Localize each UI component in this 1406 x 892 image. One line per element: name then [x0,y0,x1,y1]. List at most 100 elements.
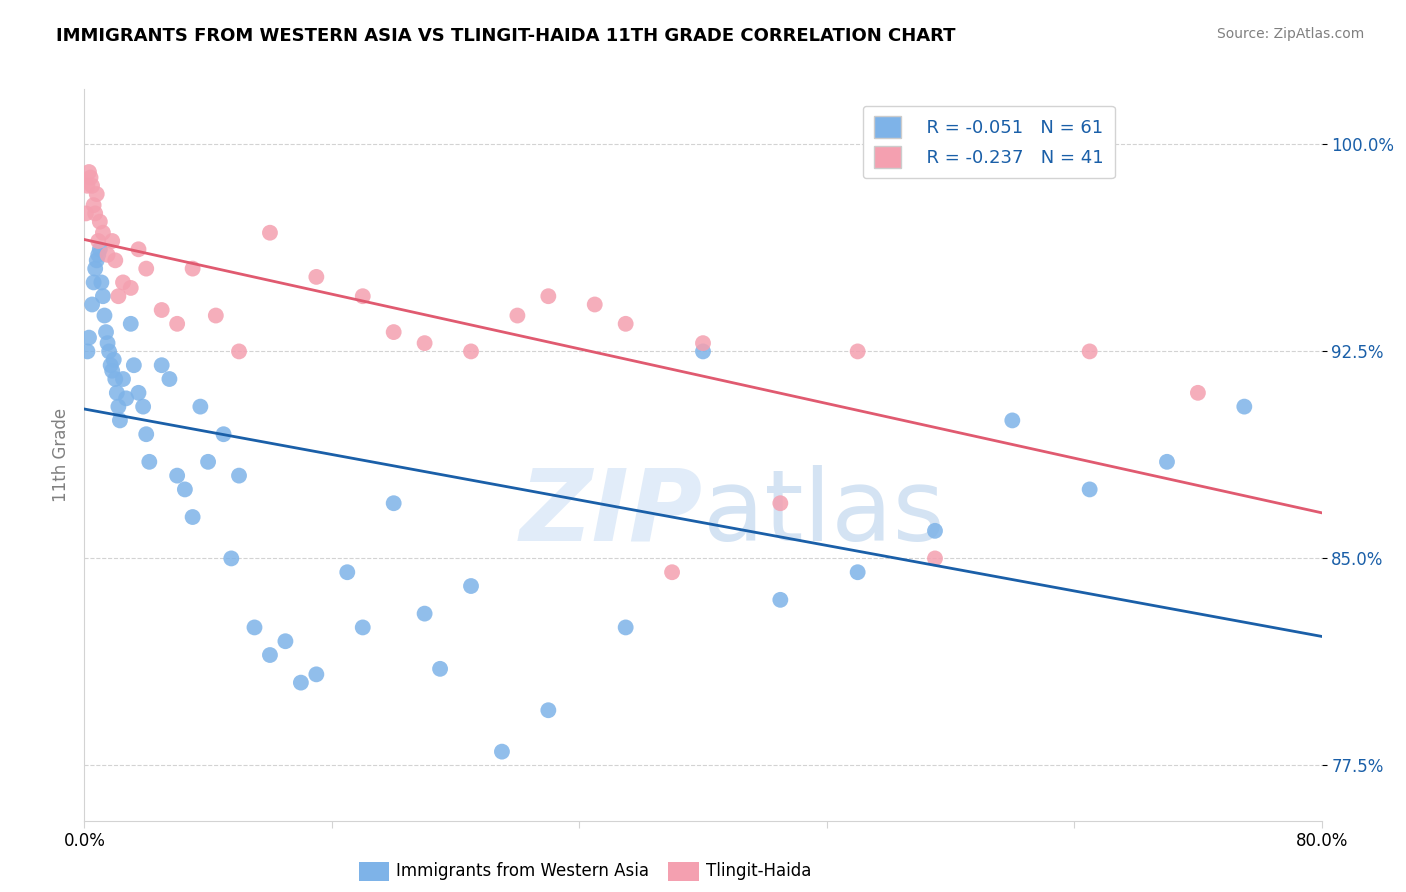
Point [75,206,97,220]
Point [76,344,98,359]
Point [382,496,405,510]
Text: Tlingit-Haida: Tlingit-Haida [706,863,811,880]
Point [83,198,105,212]
Point [846,344,869,359]
Point [104,253,127,268]
Point [924,551,946,566]
Point [259,226,281,240]
Point [82,297,104,311]
Point [115,392,138,406]
Point [91,226,114,240]
Point [84,261,107,276]
Point [135,261,157,276]
Point [429,662,451,676]
Point [100,358,122,372]
Point [382,325,405,339]
Text: Source: ZipAtlas.com: Source: ZipAtlas.com [1216,27,1364,41]
Point [413,607,436,621]
Point [96,336,118,351]
Point [86,187,108,202]
Point [205,309,228,323]
Point [769,496,792,510]
Point [614,317,637,331]
Point [1187,385,1209,400]
Point [86,253,108,268]
Point [82,178,104,193]
Point [537,703,560,717]
Point [98,344,121,359]
Point [1078,483,1101,497]
Point [84,206,107,220]
Y-axis label: 11th Grade: 11th Grade [52,408,70,502]
Point [537,289,560,303]
Point [1156,455,1178,469]
Point [120,317,142,331]
Point [79,170,101,185]
Point [352,620,374,634]
Point [583,297,606,311]
Point [228,344,250,359]
Point [661,566,683,580]
Point [89,242,111,256]
Point [274,634,297,648]
Point [77,165,100,179]
Point [127,385,149,400]
Point [352,289,374,303]
Point [94,325,117,339]
Point [105,385,128,400]
Point [243,620,266,634]
Point [96,248,118,262]
Point [769,592,792,607]
Point [188,400,212,414]
Text: Immigrants from Western Asia: Immigrants from Western Asia [396,863,650,880]
Point [87,234,110,248]
Point [491,745,513,759]
Point [197,455,219,469]
Point [212,427,235,442]
Point [112,372,135,386]
Legend:   R = -0.051   N = 61,   R = -0.237   N = 41: R = -0.051 N = 61, R = -0.237 N = 41 [863,105,1115,178]
Point [692,336,714,351]
Point [166,468,188,483]
Point [181,261,204,276]
Point [614,620,637,634]
Point [77,330,100,344]
Point [221,551,243,566]
Point [305,269,328,284]
Point [107,289,129,303]
Point [1001,413,1024,427]
Point [924,524,946,538]
Point [692,344,714,359]
Point [104,372,127,386]
Point [91,289,114,303]
Point [305,667,328,681]
Point [1233,400,1256,414]
Point [846,566,869,580]
Point [132,400,155,414]
Point [101,234,124,248]
Point [166,317,188,331]
Point [138,455,160,469]
Point [150,303,173,318]
Point [1078,344,1101,359]
Point [290,675,312,690]
Point [127,242,149,256]
Point [460,579,482,593]
Point [336,566,359,580]
Point [83,276,105,290]
Point [103,352,125,367]
Point [159,372,180,386]
Point [120,281,142,295]
Text: IMMIGRANTS FROM WESTERN ASIA VS TLINGIT-HAIDA 11TH GRADE CORRELATION CHART: IMMIGRANTS FROM WESTERN ASIA VS TLINGIT-… [56,27,956,45]
Point [460,344,482,359]
Point [135,427,157,442]
Point [89,215,111,229]
Point [87,248,110,262]
Point [112,276,135,290]
Point [174,483,197,497]
Point [107,400,129,414]
Point [93,309,115,323]
Point [76,178,98,193]
Text: ZIP: ZIP [520,465,703,562]
Point [122,358,145,372]
